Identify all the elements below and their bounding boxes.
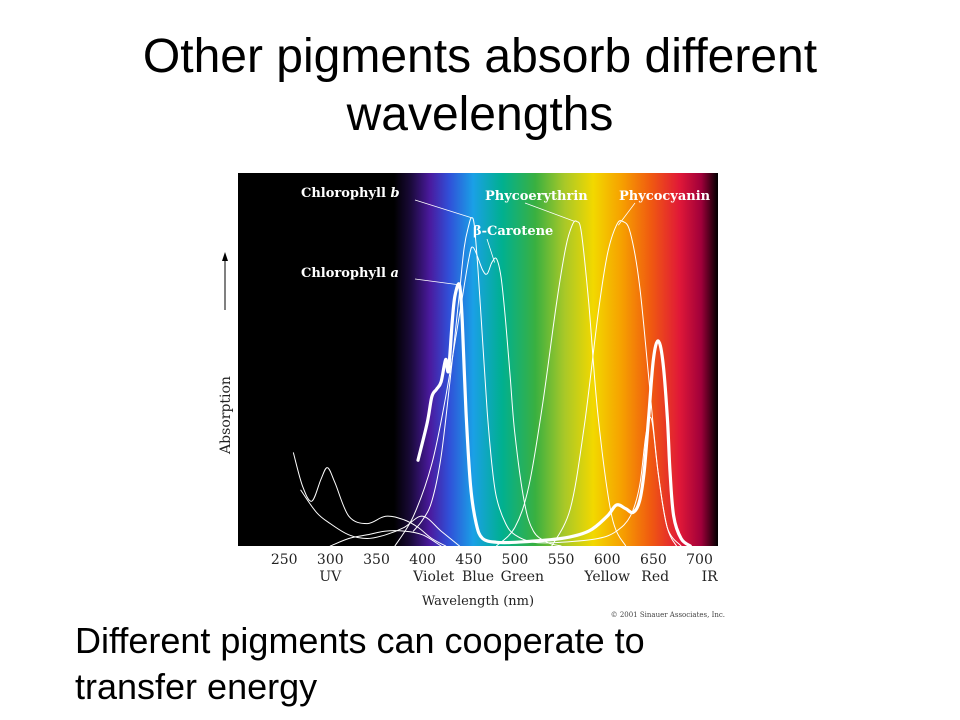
x-tick-label: 600: [594, 552, 621, 568]
region-label-blue: Blue: [462, 569, 494, 585]
series-curve-phycocyanin: [551, 220, 677, 547]
leader-line-chlorophyll-b: [414, 199, 472, 219]
series-curve-beta-carotene: [394, 246, 562, 547]
x-tick-label: 350: [363, 552, 390, 568]
x-tick-label: 300: [317, 552, 344, 568]
x-tick-label: 550: [548, 552, 575, 568]
absorption-spectrum-chart: Chlorophyll b Chlorophyll a β-Carotene P…: [218, 173, 725, 619]
region-label-yellow: Yellow: [583, 569, 630, 585]
leader-line-phycoerythrin: [524, 202, 576, 222]
caption-line-1: Different pigments can cooperate to: [75, 620, 645, 661]
series-label-leaders: [414, 199, 636, 286]
leader-line-phycocyanin: [617, 202, 636, 226]
region-label-violet: Violet: [412, 569, 455, 585]
series-curves: [292, 217, 692, 548]
leader-line-beta-carotene: [486, 238, 495, 263]
x-tick-label: 700: [686, 552, 713, 568]
slide-title-line-2: wavelengths: [346, 88, 614, 141]
label-phycoerythrin: Phycoerythrin: [485, 189, 588, 204]
leader-line-chlorophyll-a: [414, 278, 460, 286]
series-curve-uv-absorption-c: [329, 530, 442, 547]
label-chlorophyll-b: Chlorophyll b: [301, 186, 400, 201]
x-tick-label: 400: [409, 552, 436, 568]
series-curve-phycoerythrin: [496, 220, 627, 547]
y-axis-label: Absorption: [218, 376, 234, 455]
series-labels: Chlorophyll b Chlorophyll a β-Carotene P…: [301, 186, 711, 281]
absorption-spectrum-figure: Chlorophyll b Chlorophyll a β-Carotene P…: [205, 165, 745, 620]
spectrum-background: [238, 173, 718, 546]
absorption-arrow-head: [222, 252, 228, 261]
x-tick-label: 450: [455, 552, 482, 568]
label-phycocyanin: Phycocyanin: [619, 189, 711, 204]
label-chlorophyll-a: Chlorophyll a: [301, 266, 399, 281]
slide-caption: Different pigments can cooperate to tran…: [75, 618, 895, 710]
region-label-uv: UV: [319, 569, 342, 585]
slide-title: Other pigments absorb different waveleng…: [0, 28, 960, 144]
slide-title-line-1: Other pigments absorb different: [142, 30, 818, 83]
series-curve-uv-absorption-a: [292, 452, 447, 547]
series-curve-uv-absorption-b: [300, 489, 460, 547]
copyright-credit: © 2001 Sinauer Associates, Inc.: [611, 611, 725, 619]
region-label-ir: IR: [702, 569, 719, 585]
x-tick-label: 650: [640, 552, 667, 568]
x-tick-label: 250: [271, 552, 298, 568]
region-label-red: Red: [641, 569, 669, 585]
x-axis-regions: UV Violet Blue Green Yellow Red IR: [319, 569, 718, 585]
caption-line-2: transfer energy: [75, 666, 318, 707]
series-curve-chlorophyll-b: [412, 217, 682, 547]
label-beta-carotene: β-Carotene: [473, 224, 553, 239]
x-axis-ticks: 250 300 350 400 450 500 550 600 650 700: [271, 552, 713, 568]
region-label-green: Green: [501, 569, 544, 585]
x-tick-label: 500: [502, 552, 529, 568]
x-axis-label: Wavelength (nm): [422, 594, 534, 609]
